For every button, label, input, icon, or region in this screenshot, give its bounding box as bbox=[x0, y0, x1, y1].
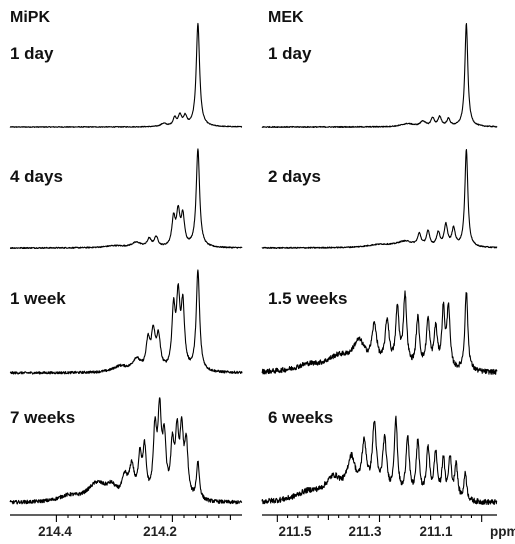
panel-title-mek: MEK bbox=[268, 9, 304, 26]
tick-label-mipk-0: 214.4 bbox=[38, 524, 72, 539]
spectrum-mek-2 bbox=[261, 290, 498, 375]
spectrum-label-mipk-0: 1 day bbox=[10, 44, 54, 63]
spectrum-label-mek-1: 2 days bbox=[268, 167, 321, 186]
spectrum-mek-0 bbox=[261, 23, 498, 129]
spectrum-mek-1 bbox=[261, 148, 498, 249]
spectrum-label-mek-2: 1.5 weeks bbox=[268, 289, 347, 308]
spectrum-label-mek-3: 6 weeks bbox=[268, 408, 333, 427]
spectrum-label-mek-0: 1 day bbox=[268, 44, 312, 63]
spectrum-label-mipk-1: 4 days bbox=[10, 167, 63, 186]
spectrum-mek-3 bbox=[261, 415, 498, 506]
spectrum-label-mipk-2: 1 week bbox=[10, 289, 66, 308]
axis-ticks bbox=[55, 515, 483, 522]
tick-label-mek-2: 211.1 bbox=[419, 524, 453, 539]
x-unit-label: ppm bbox=[490, 524, 515, 539]
spectrum-mipk-0 bbox=[9, 22, 243, 128]
spectrum-mipk-1 bbox=[9, 148, 243, 250]
spectrum-mipk-3 bbox=[9, 397, 243, 505]
tick-label-mipk-1: 214.2 bbox=[143, 524, 177, 539]
tick-label-mek-0: 211.5 bbox=[278, 524, 312, 539]
panel-title-mipk: MiPK bbox=[10, 9, 50, 26]
spectrum-mipk-2 bbox=[9, 269, 243, 375]
tick-label-mek-1: 211.3 bbox=[348, 524, 382, 539]
spectrum-label-mipk-3: 7 weeks bbox=[10, 408, 75, 427]
